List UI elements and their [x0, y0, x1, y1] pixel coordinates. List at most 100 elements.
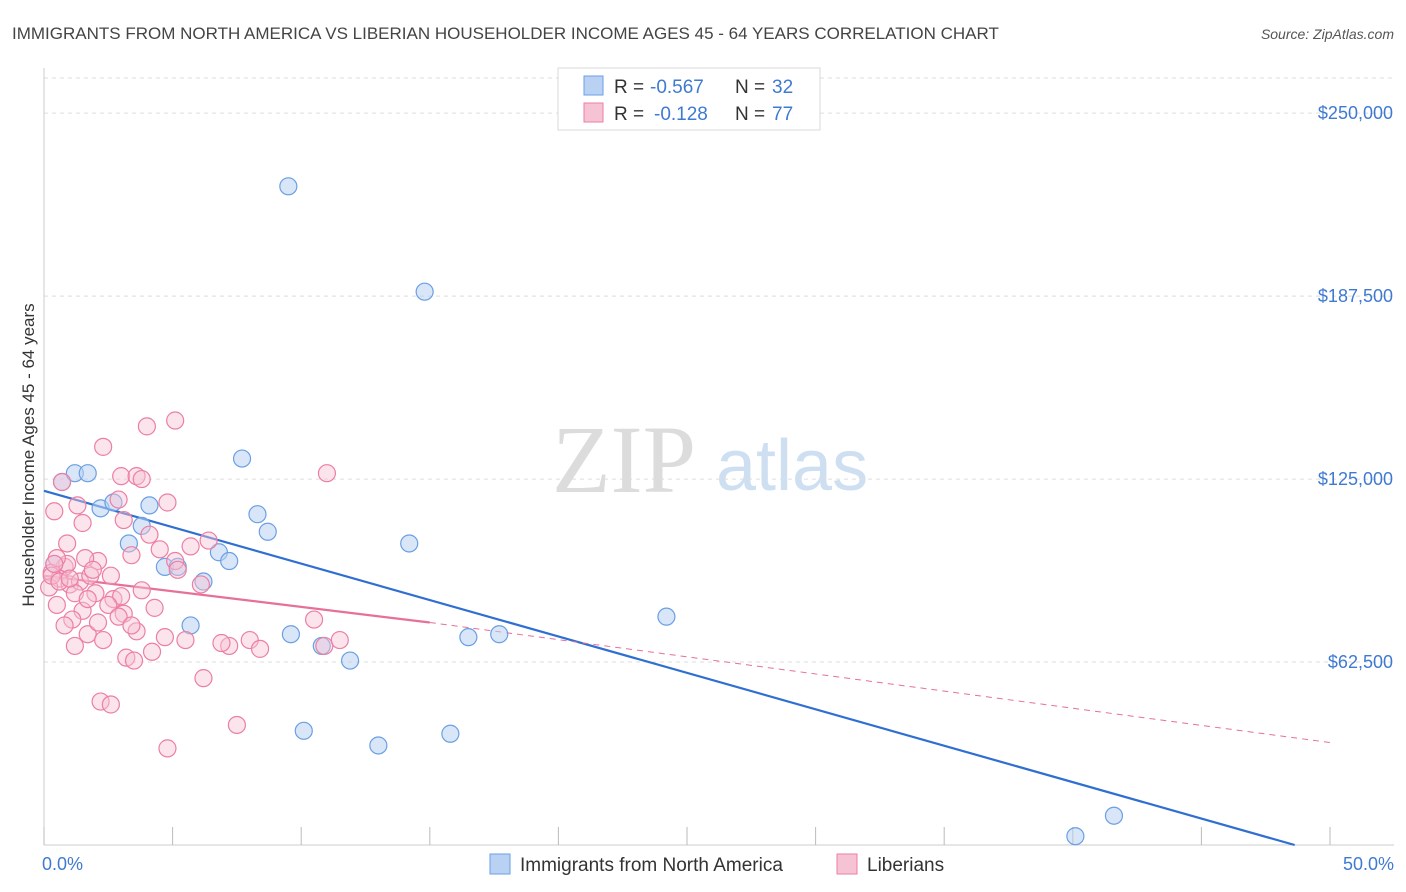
point-liberians: [101, 566, 120, 585]
point-liberians: [101, 695, 120, 714]
point-liberians: [83, 560, 102, 579]
point-liberians: [191, 575, 210, 594]
trend-lines: [43, 489, 1331, 847]
point-liberians: [122, 616, 141, 635]
point-immigrants: [294, 721, 313, 740]
trend-line-liberians-extension: [429, 622, 1331, 744]
point-liberians: [127, 467, 146, 486]
point-liberians: [91, 692, 110, 711]
point-immigrants: [459, 628, 478, 647]
bottom-legend-swatch-immigrants: [489, 853, 511, 875]
point-liberians: [317, 464, 337, 483]
point-immigrants: [1066, 827, 1085, 846]
point-liberians: [127, 622, 146, 641]
point-liberians: [212, 633, 231, 653]
point-liberians: [137, 417, 156, 436]
x-axis-ticks: 0.0% 50.0%: [42, 854, 1394, 874]
point-liberians: [227, 715, 246, 735]
point-immigrants: [119, 534, 138, 553]
point-liberians: [132, 469, 151, 489]
point-immigrants: [194, 572, 213, 591]
y-tick-label: $125,000: [1318, 469, 1393, 489]
legend-r-label-immigrants: R =: [614, 77, 644, 98]
legend: R = -0.567 N = 32 R = -0.128 N = 77: [557, 67, 821, 131]
point-liberians: [45, 502, 64, 521]
point-immigrants: [415, 282, 434, 301]
point-liberians: [65, 636, 84, 656]
point-immigrants: [258, 522, 277, 541]
bottom-legend-swatch-liberians: [836, 853, 858, 875]
point-liberians: [199, 531, 218, 550]
point-liberians: [158, 493, 177, 512]
legend-swatch-immigrants: [583, 75, 604, 96]
point-immigrants: [78, 464, 97, 483]
x-tick-label: 0.0%: [42, 854, 83, 874]
point-liberians: [47, 595, 66, 615]
watermark-atlas: atlas: [716, 426, 868, 506]
y-tick-label: $250,000: [1318, 103, 1393, 123]
legend-r-value-liberians: -0.128: [654, 104, 708, 125]
point-immigrants: [140, 496, 159, 515]
point-liberians: [168, 560, 187, 579]
point-liberians: [45, 554, 64, 574]
point-liberians: [52, 472, 72, 492]
point-liberians: [40, 578, 59, 597]
point-liberians: [122, 546, 141, 565]
point-liberians: [70, 572, 90, 591]
point-liberians: [114, 510, 133, 530]
point-liberians: [142, 642, 162, 661]
point-immigrants: [281, 625, 301, 644]
point-liberians: [150, 540, 169, 559]
point-immigrants: [400, 534, 419, 553]
point-liberians: [194, 669, 213, 688]
point-liberians: [58, 554, 77, 574]
legend-n-label-immigrants: N =: [735, 77, 765, 98]
point-liberians: [132, 581, 151, 600]
chart-title: IMMIGRANTS FROM NORTH AMERICA VS LIBERIA…: [12, 24, 999, 43]
point-immigrants: [232, 449, 252, 468]
legend-r-label-liberians: R =: [614, 104, 644, 125]
point-liberians: [250, 639, 270, 658]
series-liberians-points: [40, 411, 349, 758]
watermark-zip: ZIP: [552, 406, 696, 513]
point-liberians: [166, 411, 185, 430]
point-liberians: [315, 636, 334, 656]
legend-n-value-immigrants: 32: [772, 77, 793, 98]
point-immigrants: [441, 724, 460, 743]
legend-r-value-immigrants: -0.567: [650, 77, 704, 98]
y-axis-label: Householder Income Ages 45 - 64 years: [19, 303, 38, 606]
point-immigrants: [248, 505, 267, 524]
point-liberians: [124, 651, 144, 670]
point-liberians: [73, 513, 92, 533]
point-liberians: [109, 607, 128, 626]
x-tick-label: 50.0%: [1343, 854, 1394, 874]
y-tick-label: $187,500: [1318, 286, 1393, 306]
point-liberians: [94, 437, 113, 456]
point-liberians: [50, 572, 69, 591]
point-liberians: [304, 610, 324, 629]
point-immigrants: [279, 177, 298, 196]
legend-n-value-liberians: 77: [772, 104, 793, 125]
point-immigrants: [104, 493, 123, 512]
legend-swatch-liberians: [583, 102, 604, 123]
point-liberians: [330, 630, 349, 650]
point-liberians: [112, 467, 131, 486]
point-liberians: [94, 630, 113, 650]
point-liberians: [60, 569, 79, 588]
y-tick-label: $62,500: [1328, 652, 1393, 672]
point-liberians: [109, 490, 128, 509]
point-liberians: [99, 595, 118, 615]
point-liberians: [68, 496, 87, 515]
trend-line-immigrants: [43, 489, 1295, 847]
point-liberians: [88, 613, 108, 632]
point-liberians: [78, 589, 97, 609]
point-liberians: [60, 575, 79, 594]
watermark: ZIP atlas: [552, 406, 868, 513]
point-liberians: [176, 630, 195, 650]
bottom-legend-label-liberians: Liberians: [867, 855, 944, 876]
bottom-legend: Immigrants from North America Liberians: [489, 853, 944, 876]
point-immigrants: [490, 625, 509, 644]
point-immigrants: [657, 607, 676, 626]
legend-n-label-liberians: N =: [735, 104, 765, 125]
